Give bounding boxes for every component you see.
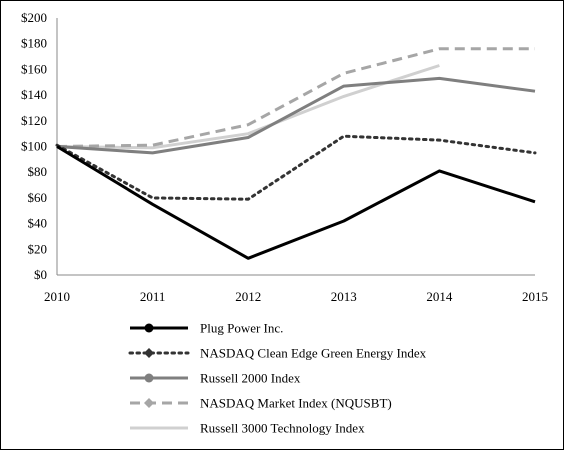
legend-marker (144, 373, 154, 383)
legend-label: NASDAQ Market Index (NQUSBT) (200, 396, 392, 411)
x-tick-labels: 2010 2011 2012 2013 2014 2015 (44, 289, 548, 304)
x-tick-label: 2014 (426, 289, 453, 304)
legend-label: Plug Power Inc. (200, 321, 283, 336)
y-tick-label: $0 (34, 267, 47, 282)
x-tick-label: 2015 (522, 289, 548, 304)
x-tick-label: 2013 (331, 289, 357, 304)
y-tick-label: $200 (21, 10, 47, 25)
y-tick-label: $180 (21, 36, 47, 51)
legend-item: NASDAQ Market Index (NQUSBT) (130, 396, 392, 411)
legend-item: Plug Power Inc. (130, 321, 283, 336)
y-tick-label: $20 (28, 241, 48, 256)
legend-marker (144, 323, 154, 333)
legend-label: NASDAQ Clean Edge Green Energy Index (200, 346, 427, 361)
legend-item: NASDAQ Clean Edge Green Energy Index (128, 346, 427, 361)
x-tick-label: 2012 (235, 289, 261, 304)
x-tick-label: 2010 (44, 289, 70, 304)
y-tick-label: $80 (28, 164, 48, 179)
legend-label: Russell 3000 Technology Index (200, 421, 365, 436)
legend-marker (144, 348, 154, 358)
legend: Plug Power Inc. NASDAQ Clean Edge Green E… (128, 321, 427, 436)
y-tick-label: $100 (21, 139, 47, 154)
y-tick-labels: $0 $20 $40 $60 $80 $100 $120 $140 $160 $180 $200 (21, 10, 47, 282)
series-lines (55, 47, 537, 260)
x-tick-label: 2011 (140, 289, 166, 304)
series-line (56, 76, 536, 155)
series-line (55, 134, 537, 201)
legend-label: Russell 2000 Index (200, 371, 301, 386)
y-tick-label: $160 (21, 61, 47, 76)
y-tick-label: $60 (28, 190, 48, 205)
y-tick-label: $140 (21, 87, 47, 102)
y-tick-label: $120 (21, 113, 47, 128)
series-line (56, 47, 535, 148)
series-line (56, 64, 440, 150)
y-tick-label: $40 (28, 216, 48, 231)
legend-item: Russell 2000 Index (130, 371, 301, 386)
legend-marker (144, 398, 154, 408)
series-line (56, 145, 536, 260)
legend-item: Russell 3000 Technology Index (130, 421, 365, 436)
